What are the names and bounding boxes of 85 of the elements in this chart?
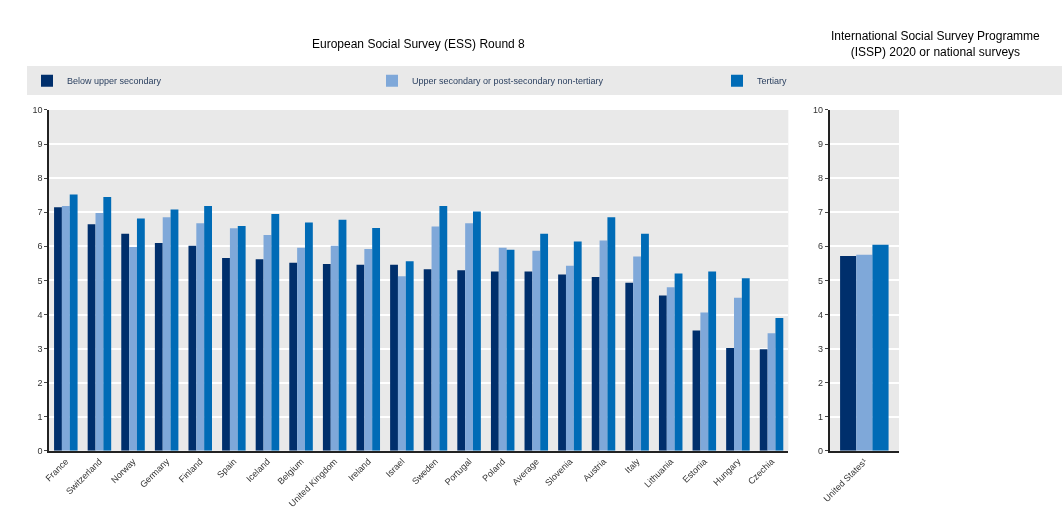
bar — [532, 250, 541, 451]
y-tick-label: 1 — [818, 411, 824, 422]
x-tick-label: Italy — [622, 456, 643, 476]
y-tick-label: 0 — [37, 446, 43, 457]
bar — [397, 276, 406, 451]
bar — [237, 225, 246, 451]
y-tick-label: 0 — [818, 446, 824, 457]
y-tick-label: 7 — [818, 207, 824, 218]
bar — [726, 347, 734, 451]
bar — [103, 196, 112, 451]
bar — [840, 255, 857, 451]
bar — [558, 274, 566, 451]
bar — [490, 271, 499, 451]
bar — [196, 223, 205, 451]
bar — [61, 206, 70, 451]
bar — [204, 206, 212, 451]
y-tick-label: 8 — [818, 173, 824, 184]
bar — [289, 262, 298, 451]
bar — [364, 249, 373, 451]
chart-title: European Social Survey (ESS) Round 8 — [312, 37, 526, 51]
bar — [255, 259, 264, 451]
bar — [625, 282, 634, 451]
bar — [69, 194, 78, 451]
y-tick-label: 6 — [818, 241, 824, 252]
y-tick-label: 3 — [37, 343, 43, 354]
bar — [573, 241, 582, 451]
bar — [708, 271, 717, 451]
bar — [136, 218, 145, 451]
bar — [129, 247, 137, 451]
bar — [856, 254, 873, 451]
bar — [666, 287, 675, 451]
bar — [439, 206, 448, 451]
legend-label: Tertiary — [757, 76, 787, 87]
bar — [591, 277, 600, 451]
y-tick-label: 9 — [818, 139, 824, 150]
bar — [54, 207, 62, 451]
bar — [633, 256, 642, 451]
y-tick-label: 1 — [37, 411, 43, 422]
y-tick-label: 3 — [818, 343, 824, 354]
bar — [229, 228, 238, 451]
legend-label: Upper secondary or post-secondary non-tertiary — [412, 76, 604, 87]
bar — [87, 224, 96, 451]
bar — [565, 265, 574, 451]
bar — [700, 312, 709, 451]
bar — [741, 278, 750, 451]
bar — [734, 297, 742, 451]
bar — [540, 233, 549, 451]
bar — [423, 269, 432, 451]
bar — [390, 264, 398, 451]
bar — [154, 242, 163, 451]
y-tick-label: 5 — [818, 275, 824, 286]
bar — [775, 317, 784, 451]
bar — [759, 349, 768, 451]
bar — [222, 257, 230, 451]
bar — [330, 245, 339, 451]
bar — [872, 244, 889, 451]
bar — [188, 245, 197, 451]
y-tick-label: 5 — [37, 275, 43, 286]
y-tick-label: 4 — [818, 309, 824, 320]
text: International Social Survey Programme (ISSP) 2020 or national surveys — [831, 29, 1041, 59]
legend-label: Below upper secondary — [67, 76, 162, 87]
bar — [607, 217, 616, 451]
y-tick-label: 4 — [37, 309, 43, 320]
bar — [322, 264, 331, 451]
bar — [304, 222, 313, 451]
bar — [162, 217, 171, 451]
y-tick-label: 10 — [813, 105, 824, 116]
y-tick-label: 2 — [818, 377, 824, 388]
y-tick-label: 7 — [37, 207, 43, 218]
bar — [658, 295, 667, 451]
y-tick-label: 9 — [37, 139, 43, 150]
bar — [271, 213, 280, 451]
bar — [297, 247, 305, 451]
bar — [121, 233, 130, 451]
y-tick-label: 10 — [32, 105, 43, 116]
y-tick-label: 2 — [37, 377, 43, 388]
bar — [465, 223, 473, 451]
bar — [457, 270, 466, 451]
y-tick-label: 8 — [37, 173, 43, 184]
bar — [498, 247, 507, 451]
bar — [641, 233, 649, 451]
bar — [405, 261, 414, 451]
bar — [372, 227, 381, 451]
bar — [473, 211, 481, 451]
y-tick-label: 6 — [37, 241, 43, 252]
